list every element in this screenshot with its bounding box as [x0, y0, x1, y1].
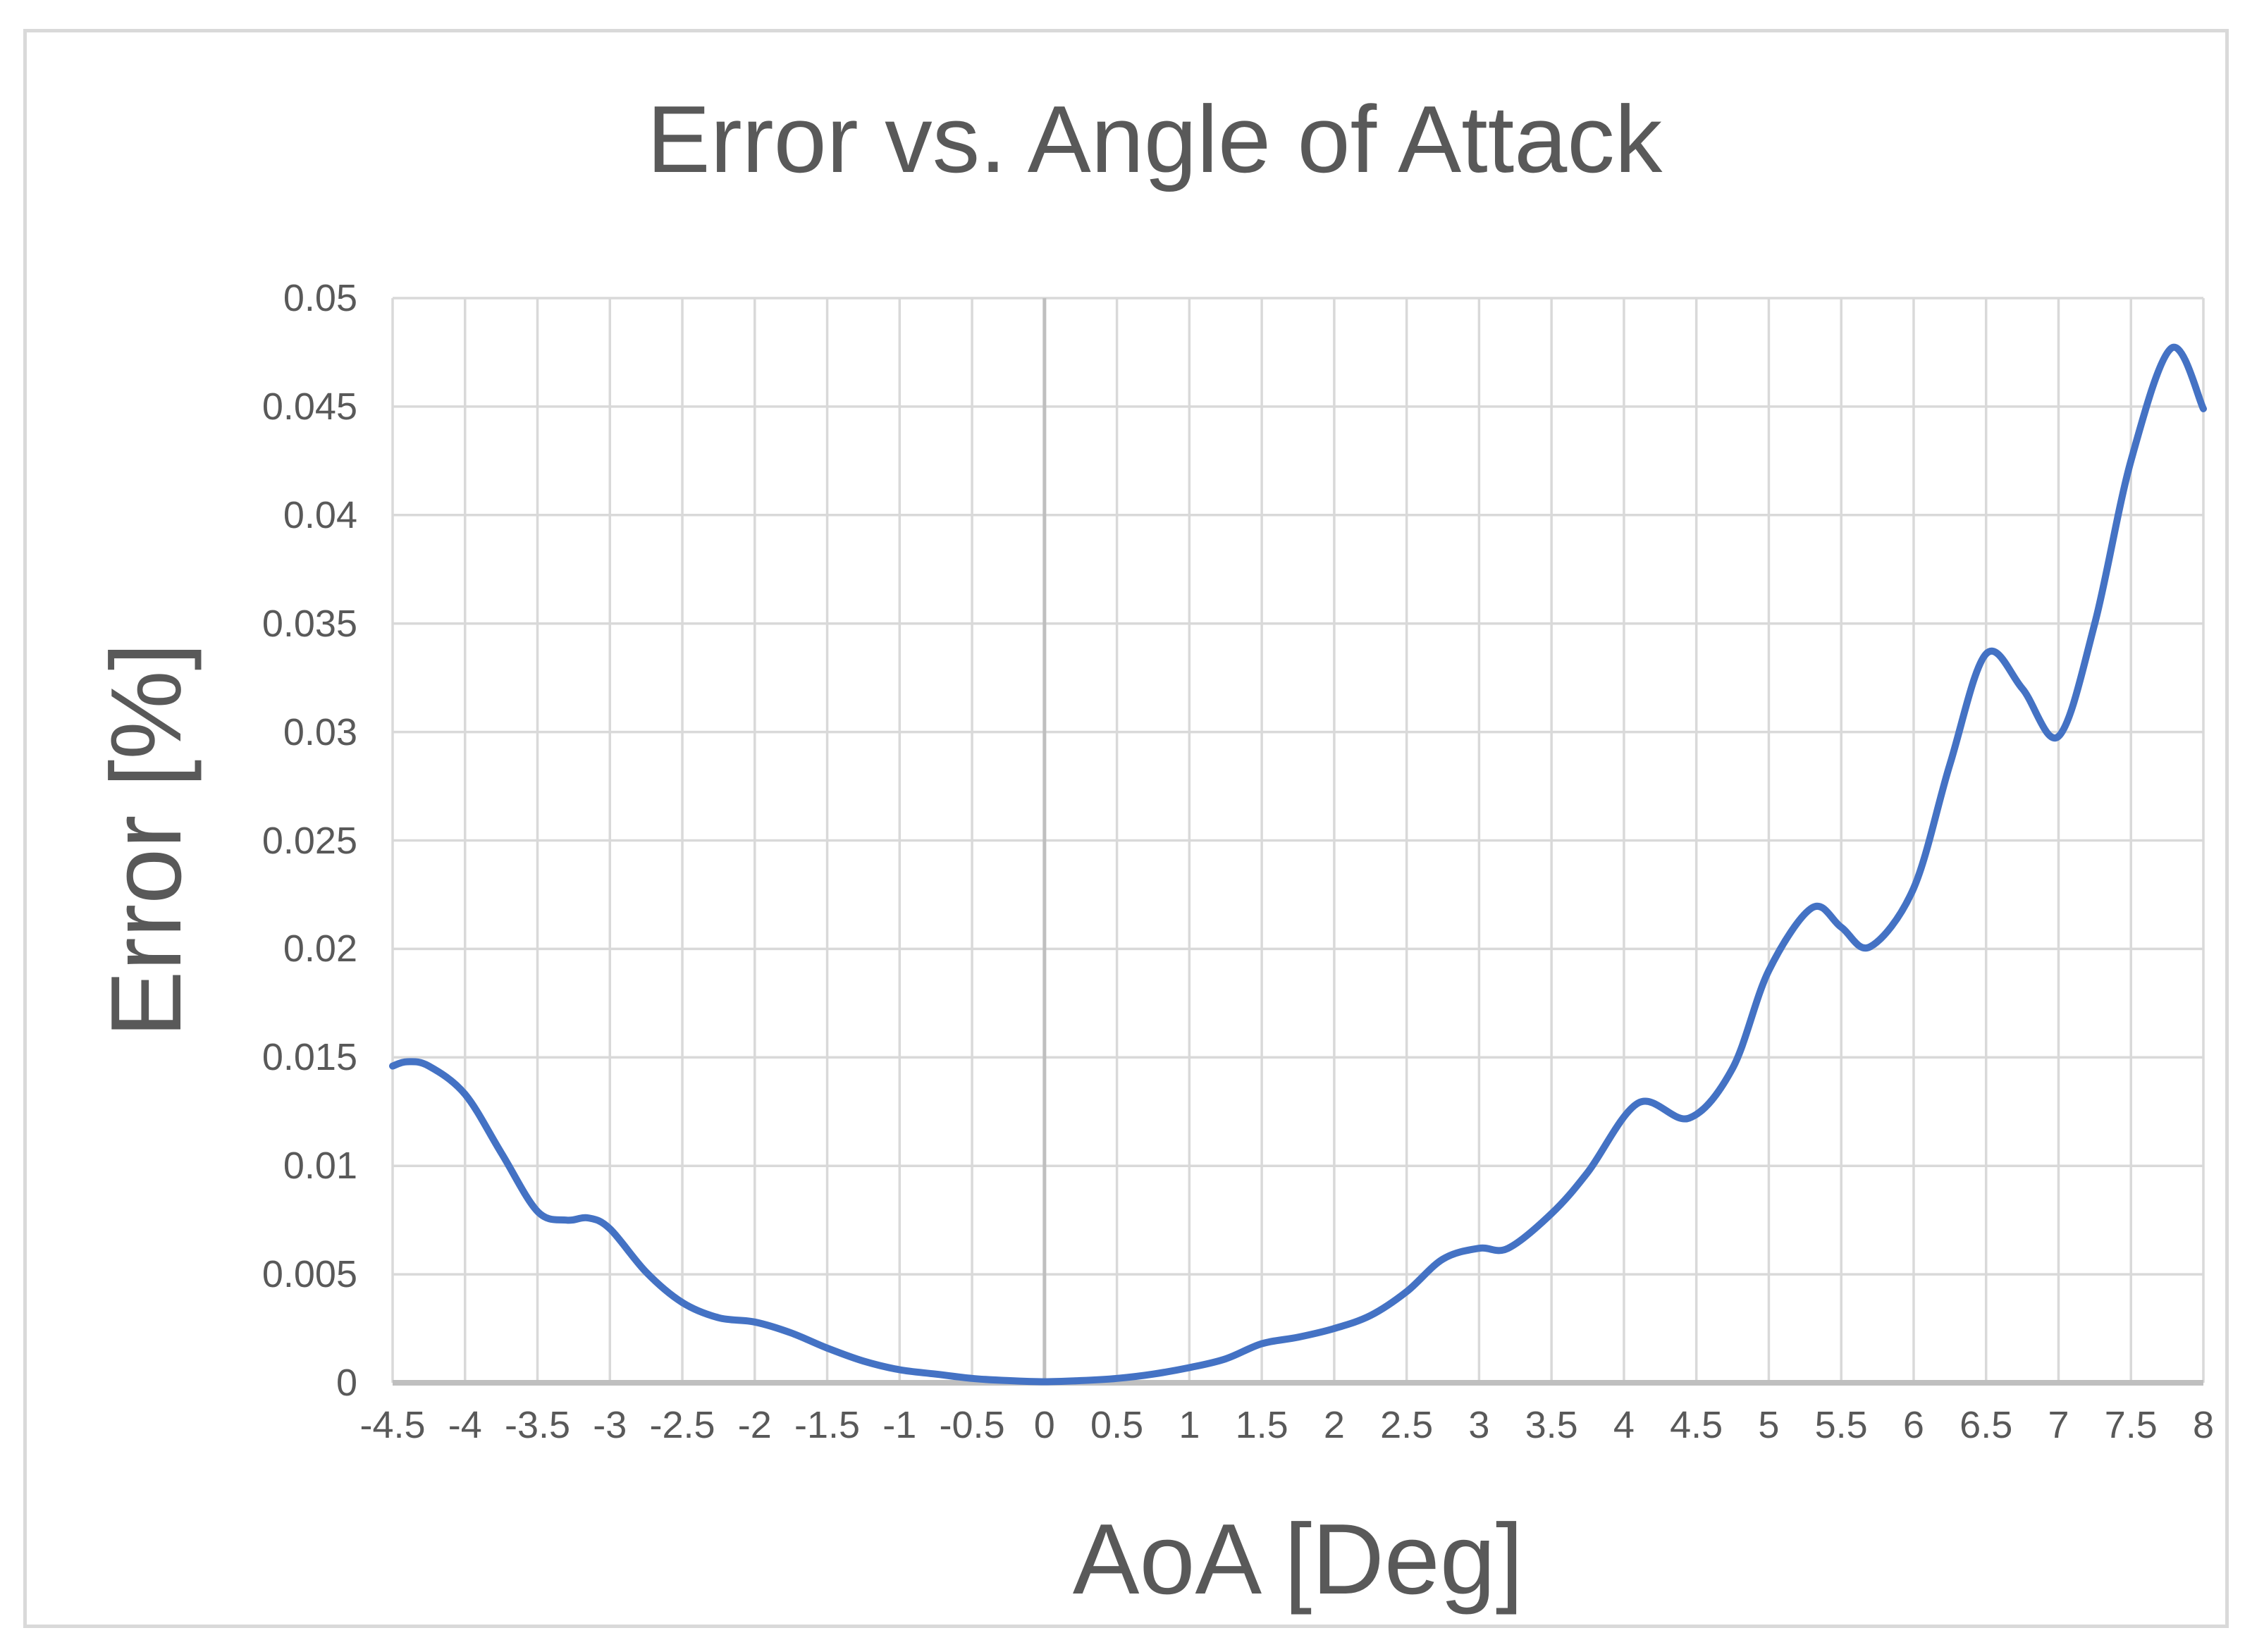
y-axis-tick-label: 0 [336, 1362, 357, 1404]
line-chart-svg [389, 297, 2207, 1386]
x-axis-tick-label: 0.5 [1090, 1404, 1144, 1446]
x-axis-tick-label: 8 [2192, 1404, 2215, 1446]
x-axis-tick-label: 4.5 [1670, 1404, 1723, 1446]
x-axis-tick-label: -1.5 [794, 1404, 861, 1446]
y-axis-tick-label: 0.005 [262, 1253, 357, 1296]
x-axis-tick-label: 6 [1902, 1404, 1924, 1446]
plot-area [389, 297, 2207, 1386]
chart-title: Error vs. Angle of Attack [646, 86, 1663, 192]
x-axis-tick-label: 7 [2048, 1404, 2069, 1446]
x-axis-tick-label: -2.5 [649, 1404, 715, 1446]
y-axis-tick-label: 0.04 [283, 493, 357, 536]
x-axis-tick-label: 7.5 [2104, 1404, 2158, 1446]
x-axis-tick-label: 6.5 [1960, 1404, 2013, 1446]
x-axis-tick-label: 5 [1758, 1404, 1780, 1446]
x-axis-tick-label: -3 [593, 1404, 627, 1446]
x-axis-tick-label: 1 [1179, 1404, 1200, 1446]
x-axis-tick-label: 3.5 [1525, 1404, 1578, 1446]
x-axis-title: AoA [Deg] [1072, 1503, 1524, 1615]
x-axis-tick-label: 2.5 [1380, 1404, 1434, 1446]
y-axis-tick-label: 0.045 [262, 385, 357, 428]
error-series-line [389, 343, 2207, 1386]
x-axis-tick-label: -4.5 [359, 1404, 426, 1446]
y-axis-tick-label: 0.02 [283, 927, 357, 970]
x-axis-tick-label: -4 [448, 1404, 482, 1446]
x-axis-tick-label: -1 [882, 1404, 917, 1446]
x-axis-tick-label: 3 [1468, 1404, 1490, 1446]
x-axis-tick-label: 5.5 [1814, 1404, 1868, 1446]
x-axis-tick-label: -0.5 [939, 1404, 1005, 1446]
x-axis-tick-label: -3.5 [504, 1404, 571, 1446]
y-axis-tick-label: 0.01 [283, 1145, 357, 1188]
x-axis-tick-label: 4 [1613, 1404, 1635, 1446]
y-axis-tick-label: 0.025 [262, 819, 357, 862]
chart-frame[interactable]: Error vs. Angle of Attack Error [%] 0 0.0… [23, 29, 2229, 1628]
x-axis-tick-label: -2 [737, 1404, 772, 1446]
y-axis-tick-label: 0.015 [262, 1036, 357, 1079]
x-axis-tick-label: 0 [1033, 1404, 1055, 1446]
y-axis-tick-label: 0.05 [283, 277, 357, 319]
y-axis-tick-label: 0.035 [262, 602, 357, 645]
y-axis-tick-label: 0.03 [283, 710, 357, 753]
x-axis-tick-label: 2 [1323, 1404, 1345, 1446]
x-axis-tick-label: 1.5 [1235, 1404, 1288, 1446]
